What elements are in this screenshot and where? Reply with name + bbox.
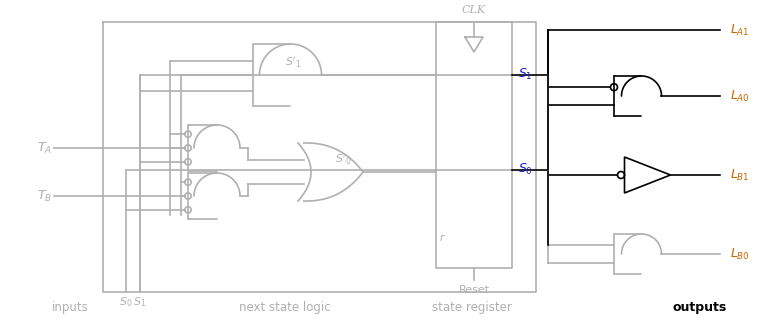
Text: $L_{B0}$: $L_{B0}$ — [730, 247, 750, 262]
Text: Reset: Reset — [458, 285, 489, 295]
Text: $L_{B1}$: $L_{B1}$ — [730, 167, 749, 182]
Text: outputs: outputs — [673, 301, 727, 315]
Text: r: r — [440, 233, 444, 243]
Text: $T_A$: $T_A$ — [37, 140, 52, 156]
Text: state register: state register — [432, 301, 512, 315]
Text: inputs: inputs — [51, 301, 88, 315]
Text: $S_0$: $S_0$ — [518, 161, 533, 176]
Text: $S_1$: $S_1$ — [133, 295, 146, 309]
Text: $S'_1$: $S'_1$ — [285, 55, 301, 70]
Text: CLK: CLK — [462, 5, 486, 15]
Text: $L_{A1}$: $L_{A1}$ — [730, 22, 749, 38]
Text: $S_0$: $S_0$ — [119, 295, 132, 309]
Text: $T_B$: $T_B$ — [37, 189, 52, 204]
Text: next state logic: next state logic — [239, 301, 331, 315]
Text: $L_{A0}$: $L_{A0}$ — [730, 88, 750, 104]
Text: $S'_0$: $S'_0$ — [335, 152, 351, 167]
Text: $S_1$: $S_1$ — [518, 66, 533, 82]
